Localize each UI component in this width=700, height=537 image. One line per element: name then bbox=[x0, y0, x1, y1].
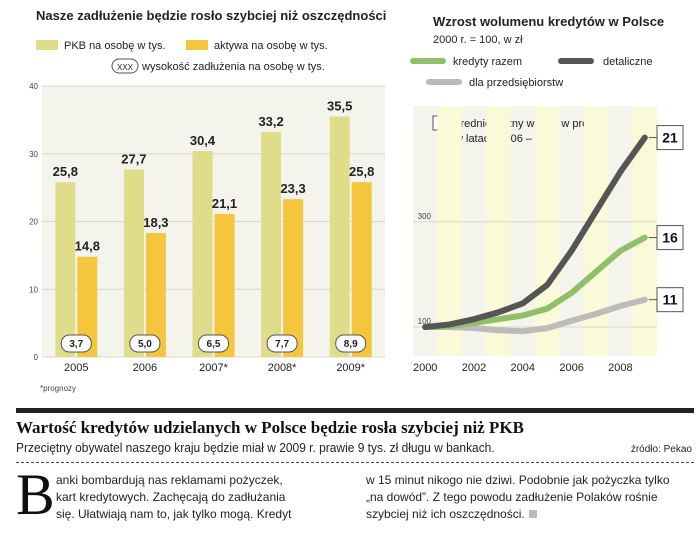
growth-value-label: 11 bbox=[663, 292, 678, 308]
bar-pkb bbox=[261, 132, 282, 357]
x-tick-label: 2007* bbox=[199, 362, 228, 374]
debt-badge bbox=[60, 334, 92, 353]
debt-value-label: 5,0 bbox=[138, 339, 152, 350]
growth-box bbox=[656, 225, 684, 251]
debt-badge bbox=[266, 334, 298, 353]
growth-legend-line1: średnioroczny wzrost w proc., bbox=[455, 118, 600, 130]
x-tick-label: 2008 bbox=[608, 362, 632, 374]
drop-cap: B bbox=[16, 462, 55, 527]
legend-swatch-aktywa bbox=[186, 40, 208, 50]
y-tick-label: 0 bbox=[34, 353, 39, 362]
growth-box bbox=[656, 287, 684, 313]
y-tick-label: 300 bbox=[418, 212, 432, 221]
year-band bbox=[632, 106, 657, 356]
x-tick-label: 2005 bbox=[64, 362, 88, 374]
y-tick-label: 20 bbox=[29, 218, 38, 227]
end-mark-icon bbox=[528, 510, 537, 518]
bar-value-label-aktywa: 18,3 bbox=[143, 215, 168, 230]
bar-pkb bbox=[329, 116, 350, 357]
bar-aktywa bbox=[351, 182, 372, 357]
bar-aktywa bbox=[77, 256, 98, 357]
article-top-rule bbox=[16, 408, 694, 413]
bar-value-label-pkb: 30,4 bbox=[190, 133, 216, 148]
legend-label-przedsiebiorstwa: dla przedsiębiorstw bbox=[469, 77, 563, 89]
bar-chart: Nasze zadłużenie będzie rosło szybciej n… bbox=[29, 8, 386, 393]
bar-pkb bbox=[123, 169, 144, 357]
series-line-1 bbox=[422, 134, 648, 331]
y-tick-label: 30 bbox=[29, 150, 38, 159]
article-subtitle: Przeciętny obywatel naszego kraju będzie… bbox=[16, 440, 495, 455]
bar-value-label-aktywa: 21,1 bbox=[212, 196, 237, 211]
legend-swatch-pkb bbox=[36, 40, 58, 50]
y-tick-label: 10 bbox=[29, 285, 38, 294]
growth-box bbox=[656, 125, 684, 151]
debt-value-label: 6,5 bbox=[207, 339, 221, 350]
legend-label-kredyty-razem: kredyty razem bbox=[453, 56, 522, 68]
debt-badge bbox=[198, 334, 229, 353]
bar-value-label-pkb: 35,5 bbox=[327, 98, 352, 113]
line-chart: Wzrost wolumenu kredytów w Polsce 2000 r… bbox=[410, 14, 684, 374]
legend-label-detaliczne: detaliczne bbox=[603, 56, 653, 68]
legend-debt-symbol: XXX bbox=[117, 63, 134, 72]
bar-value-label-aktywa: 25,8 bbox=[349, 164, 374, 179]
article-column-2-text: w 15 minut nikogo nie dziwi. Podobnie ja… bbox=[366, 473, 670, 521]
dashed-divider bbox=[16, 462, 694, 463]
bar-aktywa bbox=[214, 214, 235, 357]
article-column-2: w 15 minut nikogo nie dziwi. Podobnie ja… bbox=[366, 472, 682, 523]
x-tick-label: 2006 bbox=[133, 362, 157, 374]
debt-badge bbox=[335, 334, 367, 353]
year-band bbox=[535, 106, 560, 356]
y-tick-label: 40 bbox=[29, 82, 38, 91]
bar-aktywa bbox=[283, 199, 304, 357]
debt-value-label: 8,9 bbox=[344, 339, 358, 350]
article-column-1: anki bombardują nas reklamami pożyczek, … bbox=[56, 473, 292, 521]
x-tick-label: 2000 bbox=[413, 362, 437, 374]
x-tick-label: 2002 bbox=[462, 362, 486, 374]
line-chart-title: Wzrost wolumenu kredytów w Polsce bbox=[433, 14, 664, 29]
legend-debt-symbol-box bbox=[111, 58, 139, 74]
debt-value-label: 3,7 bbox=[69, 339, 83, 350]
bar-value-label-pkb: 33,2 bbox=[258, 114, 283, 129]
debt-value-label: 7,7 bbox=[275, 339, 289, 350]
bar-pkb bbox=[55, 182, 76, 357]
x-tick-label: 2004 bbox=[511, 362, 535, 374]
growth-value-label: 16 bbox=[662, 230, 678, 246]
bar-aktywa bbox=[145, 233, 166, 357]
legend-label-debt: wysokość zadłużenia na osobę w tys. bbox=[141, 61, 325, 73]
footnote: *prognozy bbox=[40, 384, 76, 393]
article-headline: Wartość kredytów udzielanych w Polsce bę… bbox=[16, 418, 524, 437]
year-band bbox=[437, 106, 462, 356]
bar-chart-title: Nasze zadłużenie będzie rosło szybciej n… bbox=[36, 8, 386, 23]
bar-pkb bbox=[192, 151, 213, 357]
legend-label-pkb: PKB na osobę w tys. bbox=[64, 40, 166, 52]
line-chart-subtitle: 2000 r. = 100, w zł bbox=[433, 34, 523, 46]
x-tick-label: 2008* bbox=[268, 362, 297, 374]
bar-value-label-pkb: 25,8 bbox=[53, 164, 78, 179]
source-label: źródło: Pekao bbox=[630, 444, 692, 455]
series-line-2 bbox=[422, 296, 648, 335]
debt-badge bbox=[129, 334, 161, 353]
bar-value-label-aktywa: 23,3 bbox=[280, 181, 305, 196]
bar-value-label-aktywa: 14,8 bbox=[75, 239, 100, 254]
x-tick-label: 2006 bbox=[559, 362, 583, 374]
growth-value-label: 21 bbox=[662, 130, 678, 146]
y-tick-label: 100 bbox=[418, 317, 432, 326]
legend-label-aktywa: aktywa na osobę w tys. bbox=[214, 40, 328, 52]
bar-value-label-pkb: 27,7 bbox=[121, 151, 146, 166]
x-tick-label: 2009* bbox=[336, 362, 365, 374]
